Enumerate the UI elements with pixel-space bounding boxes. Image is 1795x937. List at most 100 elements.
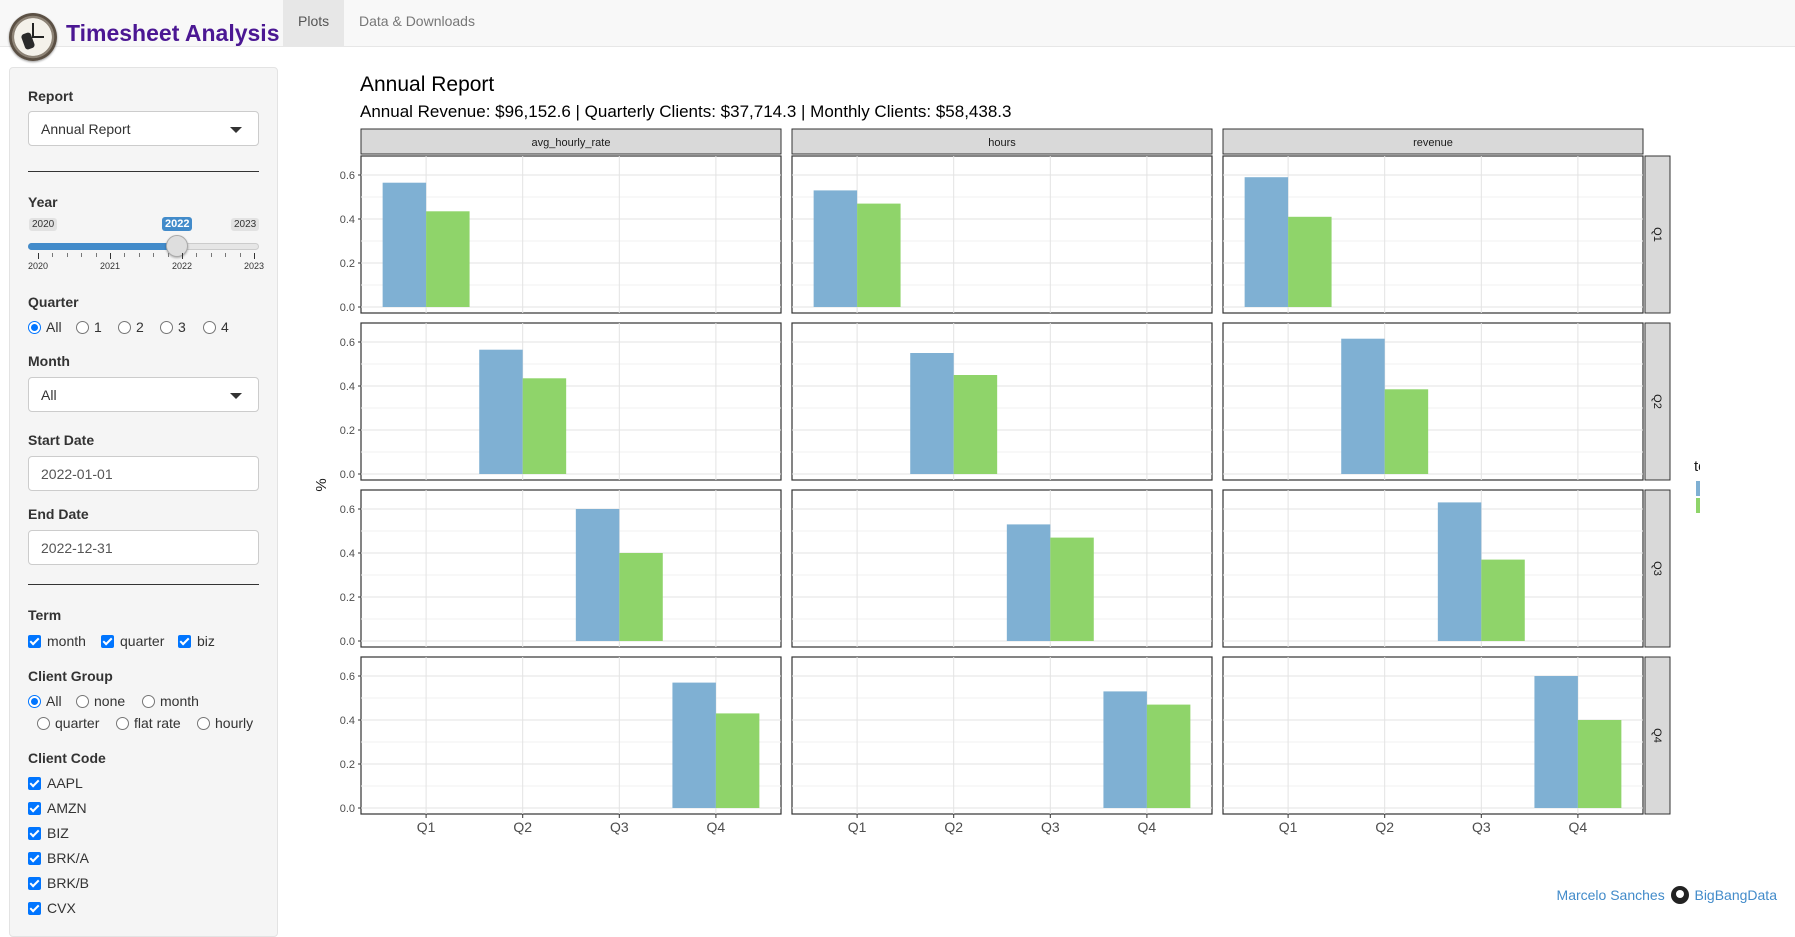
radio-icon	[116, 717, 129, 730]
quarter-radio-4[interactable]: 4	[203, 319, 229, 335]
radio-icon	[203, 321, 216, 334]
year-slider-tick	[254, 253, 255, 259]
year-slider-tick	[38, 253, 39, 259]
y-tick-label: 0.2	[340, 592, 355, 604]
client-group-label: Client Group	[28, 668, 113, 684]
facet-panel	[360, 489, 782, 648]
caret-down-icon	[230, 127, 242, 133]
x-tick-label: Q4	[707, 819, 726, 835]
github-icon[interactable]	[1670, 886, 1689, 904]
divider	[28, 584, 259, 585]
bar-quarter	[619, 553, 663, 641]
footer: Marcelo Sanches BigBangData	[1557, 886, 1777, 904]
bar-month	[1534, 676, 1578, 808]
bar-month	[1437, 502, 1482, 641]
client-code-checkbox-amzn[interactable]: AMZN	[28, 800, 87, 816]
divider	[28, 171, 259, 172]
author-link[interactable]: Marcelo Sanches	[1556, 887, 1665, 903]
client-code-checkbox-brk-a[interactable]: BRK/A	[28, 850, 89, 866]
quarter-radio-2[interactable]: 2	[118, 319, 144, 335]
tab-data-downloads[interactable]: Data & Downloads	[359, 13, 475, 29]
year-slider-tick	[81, 253, 83, 257]
quarter-radio-3[interactable]: 3	[160, 319, 186, 335]
bar-month	[910, 353, 954, 474]
client-group-radio-month[interactable]: month	[142, 693, 199, 709]
bar-month	[575, 509, 620, 641]
facet-strip	[1222, 128, 1644, 155]
year-slider-tick	[167, 253, 169, 257]
x-tick-label: Q4	[1138, 819, 1157, 835]
client-code-checkbox-aapl[interactable]: AAPL	[28, 775, 83, 791]
legend-swatch	[1696, 498, 1700, 513]
client-group-radio-all[interactable]: All	[28, 693, 62, 709]
app-logo	[9, 13, 57, 61]
month-select[interactable]: All	[28, 377, 259, 412]
legend-title: term	[1694, 458, 1700, 475]
client-group-radio-flat-rate[interactable]: flat rate	[116, 715, 181, 731]
report-select-value: Annual Report	[41, 121, 131, 137]
bar-month	[382, 182, 427, 307]
checkbox-checked-icon	[28, 877, 41, 890]
quarter-radio-1[interactable]: 1	[76, 319, 102, 335]
year-min-label: 2020	[29, 218, 58, 231]
start-date-input[interactable]: 2022-01-01	[28, 456, 259, 491]
radio-icon	[160, 321, 173, 334]
radio-icon	[76, 321, 89, 334]
faceted-bar-chart: avg_hourly_rate hours revenue Q1 Q2 Q3 Q4 0.0 0.…	[313, 128, 1700, 835]
term-checkbox-biz[interactable]: biz	[178, 633, 215, 649]
year-slider-fill	[28, 243, 178, 250]
facet-panel	[791, 489, 1213, 648]
y-tick-label: 0.6	[340, 337, 355, 349]
bar-quarter	[1481, 559, 1525, 641]
tab-plots[interactable]: Plots	[283, 0, 345, 47]
end-date-input[interactable]: 2022-12-31	[28, 530, 259, 565]
facet-strip-label: hours	[988, 137, 1016, 149]
year-slider-handle[interactable]	[166, 235, 188, 257]
navbar: Timesheet Analysis Plots Data & Download…	[0, 0, 1795, 61]
facet-strip-label: Q3	[1651, 561, 1663, 576]
term-checkbox-month[interactable]: month	[28, 633, 86, 649]
bar-month	[479, 349, 523, 474]
bar-quarter	[953, 375, 998, 474]
radio-icon	[76, 695, 89, 708]
term-checkbox-quarter[interactable]: quarter	[101, 633, 164, 649]
app-title: Timesheet Analysis	[66, 20, 280, 46]
client-group-radio-hourly[interactable]: hourly	[197, 715, 253, 731]
y-tick-label: 0.6	[340, 170, 355, 182]
year-slider-tick	[124, 253, 126, 257]
x-tick-label: Q1	[417, 819, 436, 835]
org-link[interactable]: BigBangData	[1694, 887, 1777, 903]
month-label: Month	[28, 353, 70, 369]
sidebar: Report Annual Report Year 2020 2023 2022…	[9, 67, 278, 937]
checkbox-checked-icon	[28, 852, 41, 865]
facet-strip-label: Q1	[1651, 227, 1663, 242]
bar-quarter	[1577, 720, 1622, 808]
facet-strip-label: avg_hourly_rate	[532, 137, 611, 149]
quarter-radio-all[interactable]: All	[28, 319, 62, 335]
client-group-radio-quarter[interactable]: quarter	[37, 715, 99, 731]
client-code-checkbox-brk-b[interactable]: BRK/B	[28, 875, 89, 891]
bar-month	[1244, 177, 1289, 307]
client-code-checkbox-cvx[interactable]: CVX	[28, 900, 76, 916]
facet-strip	[1644, 656, 1671, 815]
year-max-label: 2023	[231, 218, 260, 231]
radio-icon	[37, 717, 50, 730]
x-tick-label: Q1	[1279, 819, 1298, 835]
facet-panel	[1222, 322, 1644, 481]
report-select[interactable]: Annual Report	[28, 111, 259, 146]
report-label: Report	[28, 88, 74, 104]
client-code-checkbox-biz[interactable]: BIZ	[28, 825, 69, 841]
year-label: Year	[28, 194, 58, 210]
checkbox-checked-icon	[28, 827, 41, 840]
x-tick-label: Q3	[1472, 819, 1491, 835]
checkbox-checked-icon	[28, 635, 41, 648]
year-slider-tick	[110, 253, 111, 259]
client-group-radio-none[interactable]: none	[76, 693, 125, 709]
facet-strip	[1644, 155, 1671, 314]
bar-quarter	[522, 378, 567, 474]
y-tick-label: 0.4	[340, 715, 355, 727]
y-tick-label: 0.0	[340, 636, 355, 648]
month-select-value: All	[41, 387, 57, 403]
checkbox-checked-icon	[178, 635, 191, 648]
year-slider-tick	[196, 253, 198, 257]
